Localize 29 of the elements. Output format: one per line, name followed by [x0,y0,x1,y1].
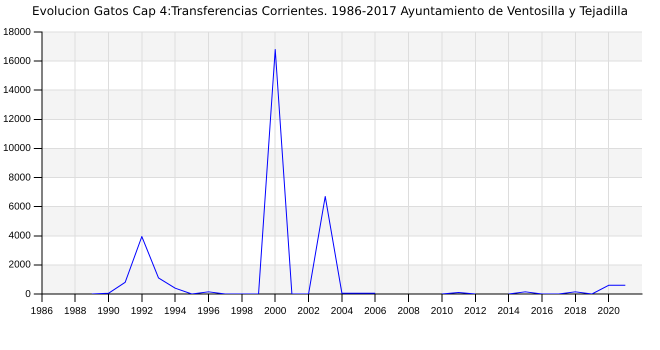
x-tick-label: 2016 [530,306,554,317]
x-tick-label: 1990 [97,306,120,317]
y-tick-label: 2000 [8,260,32,271]
x-tick-label: 2008 [397,306,420,317]
y-tick-label: 6000 [8,201,32,212]
x-tick-label: 2020 [598,306,620,317]
y-tick-label: 8000 [8,172,32,184]
y-tick-label: 4000 [8,230,32,242]
x-tick-label: 1996 [197,306,220,317]
x-tick-label: 2002 [297,306,320,317]
x-tick-label: 2018 [564,306,587,317]
y-tick-label: 18000 [2,26,32,38]
x-tick-label: 1986 [30,306,54,317]
y-tick-label: 16000 [2,56,32,67]
y-tick-label: 0 [25,288,32,300]
y-tick-label: 14000 [2,84,32,96]
x-tick-label: 2004 [330,306,354,317]
x-tick-label: 1994 [164,306,187,317]
x-tick-label: 2012 [464,306,487,317]
x-tick-label: 1998 [230,306,254,317]
chart-title: Evolucion Gatos Cap 4:Transferencias Corrientes. 1986-2017 Ayuntamiento de Ventosilla y Tejadilla [31,3,629,20]
x-tick-label: 1988 [64,306,87,317]
x-tick-label: 2010 [430,306,454,317]
x-tick-label: 2014 [498,306,520,317]
x-tick-label: 1992 [130,306,154,317]
x-tick-label: 2006 [364,306,387,317]
y-tick-label: 12000 [2,114,32,126]
y-tick-label: 10000 [2,143,32,154]
x-tick-label: 2000 [264,306,287,317]
